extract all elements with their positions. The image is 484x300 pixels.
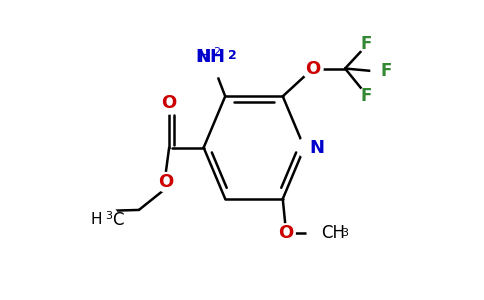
Circle shape bbox=[160, 95, 179, 114]
Text: 3: 3 bbox=[106, 212, 112, 221]
Text: 3: 3 bbox=[341, 228, 348, 238]
Text: F: F bbox=[380, 62, 392, 80]
Text: F: F bbox=[361, 34, 372, 52]
Circle shape bbox=[358, 35, 375, 52]
Circle shape bbox=[298, 137, 318, 158]
Text: H: H bbox=[91, 212, 103, 227]
Text: O: O bbox=[278, 224, 293, 242]
Circle shape bbox=[156, 172, 175, 192]
Circle shape bbox=[85, 203, 118, 236]
Text: NH: NH bbox=[196, 47, 226, 65]
Text: CH: CH bbox=[321, 224, 345, 242]
Text: 2: 2 bbox=[227, 49, 236, 62]
Circle shape bbox=[371, 62, 388, 80]
Text: O: O bbox=[162, 94, 177, 112]
Circle shape bbox=[197, 46, 224, 72]
Text: F: F bbox=[361, 87, 372, 105]
Circle shape bbox=[307, 212, 350, 255]
Text: N: N bbox=[309, 139, 324, 157]
Circle shape bbox=[302, 58, 323, 79]
Text: 2: 2 bbox=[213, 46, 220, 56]
Text: O: O bbox=[305, 59, 320, 77]
Circle shape bbox=[358, 88, 375, 105]
Circle shape bbox=[192, 40, 230, 78]
Circle shape bbox=[276, 224, 295, 243]
Text: O: O bbox=[158, 173, 173, 191]
Text: H: H bbox=[198, 47, 211, 65]
Text: C: C bbox=[112, 211, 123, 229]
